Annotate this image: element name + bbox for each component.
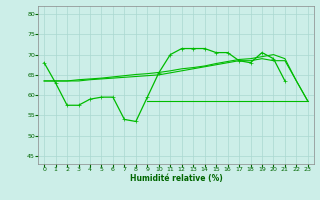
X-axis label: Humidité relative (%): Humidité relative (%) (130, 174, 222, 183)
